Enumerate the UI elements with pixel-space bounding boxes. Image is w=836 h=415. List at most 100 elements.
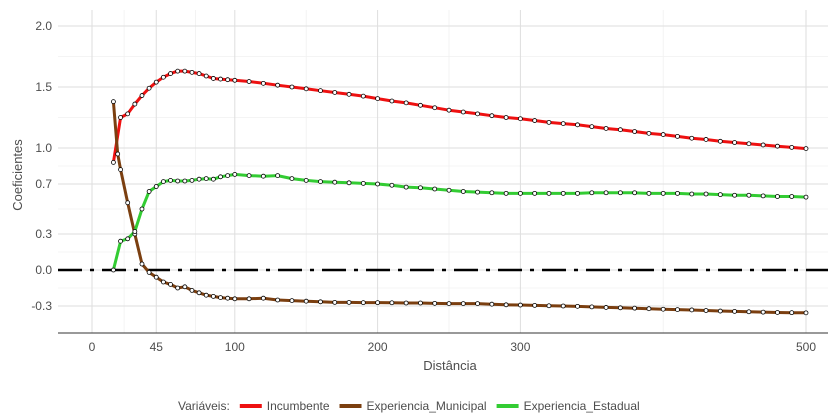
data-point-experiencia-municipal [475,301,480,307]
data-point-experiencia-municipal [303,298,309,304]
data-point-experiencia-municipal [203,292,209,298]
data-point-experiencia-estadual [210,176,216,182]
data-point-experiencia-municipal [125,200,131,206]
data-point-incumbente [118,115,123,120]
data-point-experiencia-estadual [717,192,723,198]
data-point-incumbente [168,71,173,76]
data-point-experiencia-municipal [318,299,323,305]
data-point-experiencia-estadual [560,190,566,196]
data-point-experiencia-municipal [775,310,780,315]
data-point-incumbente [182,68,188,74]
data-point-incumbente [732,140,737,145]
x-tick-label: 45 [150,340,164,354]
data-point-incumbente [125,111,131,117]
data-point-experiencia-municipal [703,308,709,313]
data-point-experiencia-municipal [632,305,638,311]
data-point-experiencia-municipal [246,296,252,302]
data-point-incumbente [203,73,209,79]
data-point-experiencia-municipal [646,306,652,312]
data-point-experiencia-estadual [446,187,452,193]
data-point-incumbente [518,116,523,122]
data-point-experiencia-estadual [589,190,595,196]
data-point-experiencia-estadual [289,176,295,182]
data-point-experiencia-estadual [175,178,181,184]
data-point-incumbente [446,107,452,113]
data-point-experiencia-estadual [260,173,266,179]
data-point-experiencia-municipal [732,308,737,314]
data-point-experiencia-estadual [460,189,466,194]
data-point-experiencia-estadual [660,190,666,196]
data-point-experiencia-estadual [403,184,409,190]
data-point-experiencia-municipal [332,299,338,305]
data-point-experiencia-municipal [689,307,695,313]
data-point-incumbente [375,96,381,101]
data-point-experiencia-municipal [403,300,409,306]
data-point-incumbente [532,118,538,123]
data-point-incumbente [289,84,295,90]
data-point-incumbente [260,80,266,86]
data-point-experiencia-municipal [603,305,609,310]
data-point-experiencia-estadual [303,177,309,183]
data-point-experiencia-municipal [460,301,466,307]
data-point-experiencia-estadual [803,194,809,200]
data-point-incumbente [803,146,809,152]
data-point-incumbente [225,77,231,83]
data-point-experiencia-estadual [775,194,780,199]
x-tick-label: 100 [225,340,245,354]
data-point-experiencia-estadual [118,238,123,244]
legend-label-experiencia-municipal: Experiencia_Municipal [367,399,487,413]
data-point-experiencia-estadual [360,180,366,186]
data-point-incumbente [775,143,780,149]
data-point-experiencia-estadual [475,189,480,195]
data-point-incumbente [632,129,638,134]
x-tick-label: 500 [796,340,816,354]
data-point-experiencia-municipal [560,303,566,309]
data-point-experiencia-municipal [196,290,202,296]
data-point-incumbente [153,79,159,85]
data-point-experiencia-estadual [189,177,195,183]
data-point-experiencia-municipal [289,298,295,304]
data-point-incumbente [246,79,252,84]
data-point-experiencia-estadual [246,173,252,179]
legend-label-experiencia-estadual: Experiencia_Estadual [524,399,640,413]
data-point-incumbente [360,93,366,99]
data-point-experiencia-estadual [732,192,737,198]
data-point-incumbente [617,127,623,133]
data-point-experiencia-municipal [717,308,723,314]
legend-title: Variáveis: [178,399,230,413]
data-point-experiencia-estadual [418,185,423,191]
y-tick-label: 1.5 [35,80,52,94]
data-point-incumbente [196,71,202,76]
data-point-incumbente [346,91,352,97]
data-point-experiencia-estadual [632,190,638,196]
data-point-incumbente [689,135,695,141]
data-point-experiencia-municipal [146,269,152,275]
data-point-experiencia-municipal [389,300,395,306]
data-point-experiencia-municipal [503,302,509,308]
data-point-incumbente [418,102,423,108]
data-point-experiencia-municipal [518,302,523,308]
data-point-experiencia-municipal [589,304,595,310]
data-point-experiencia-municipal [210,293,216,299]
data-point-experiencia-municipal [360,300,366,306]
data-point-incumbente [760,142,766,148]
data-point-incumbente [546,119,552,125]
y-tick-label: -0.3 [31,299,52,313]
data-point-incumbente [332,90,338,95]
data-point-experiencia-municipal [189,287,195,293]
data-point-experiencia-estadual [746,192,752,198]
data-point-experiencia-estadual [203,176,209,182]
data-point-experiencia-estadual [275,173,281,179]
x-axis-title: Distância [423,358,477,373]
data-point-incumbente [575,122,580,128]
series-group [111,68,809,316]
data-point-experiencia-estadual [646,190,652,196]
data-point-experiencia-estadual [518,190,523,196]
data-point-incumbente [717,138,723,144]
data-point-experiencia-estadual [318,179,323,185]
data-point-experiencia-estadual [160,179,166,185]
data-point-experiencia-municipal [432,300,438,306]
data-point-experiencia-estadual [760,193,766,199]
legend: Variáveis: Incumbente Experiencia_Municip… [178,399,640,413]
data-point-experiencia-estadual [196,176,202,182]
